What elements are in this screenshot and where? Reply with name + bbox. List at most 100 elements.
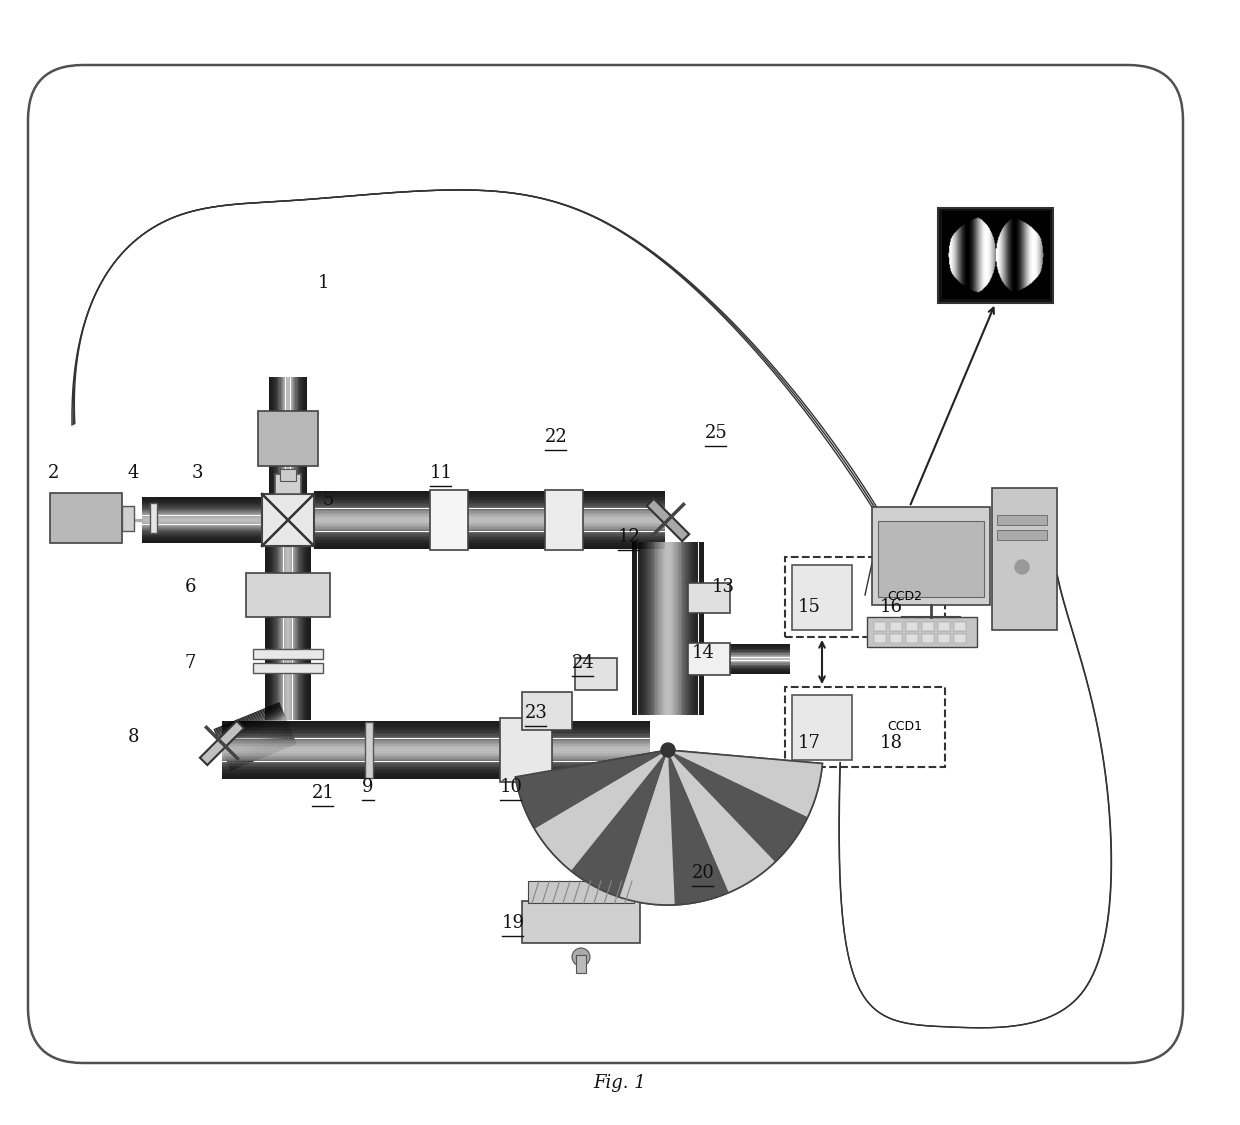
FancyBboxPatch shape (688, 644, 730, 675)
FancyBboxPatch shape (275, 474, 301, 494)
Polygon shape (223, 726, 289, 753)
Polygon shape (219, 717, 286, 745)
Text: 9: 9 (362, 778, 373, 796)
Polygon shape (223, 726, 290, 754)
Text: 17: 17 (799, 734, 821, 752)
Text: 25: 25 (706, 424, 728, 442)
Text: 18: 18 (880, 734, 903, 752)
Polygon shape (668, 750, 729, 904)
Circle shape (572, 948, 590, 966)
FancyBboxPatch shape (874, 634, 887, 643)
FancyBboxPatch shape (992, 488, 1056, 630)
Text: CCD2: CCD2 (888, 591, 923, 603)
Polygon shape (221, 719, 286, 747)
FancyBboxPatch shape (246, 573, 330, 616)
Polygon shape (647, 498, 689, 541)
FancyBboxPatch shape (890, 622, 901, 631)
Polygon shape (534, 750, 668, 871)
FancyBboxPatch shape (867, 616, 977, 647)
FancyBboxPatch shape (906, 634, 918, 643)
FancyBboxPatch shape (997, 530, 1047, 540)
FancyBboxPatch shape (792, 695, 852, 760)
Polygon shape (216, 706, 281, 735)
Circle shape (1016, 560, 1029, 574)
Polygon shape (224, 730, 291, 758)
FancyBboxPatch shape (937, 208, 1053, 303)
Text: 21: 21 (312, 784, 335, 802)
Text: 6: 6 (185, 578, 196, 596)
Polygon shape (215, 704, 280, 732)
FancyBboxPatch shape (878, 521, 985, 597)
Polygon shape (218, 713, 284, 741)
FancyBboxPatch shape (688, 583, 730, 613)
FancyBboxPatch shape (522, 901, 640, 943)
Polygon shape (229, 740, 295, 768)
FancyBboxPatch shape (365, 722, 373, 778)
FancyBboxPatch shape (546, 490, 583, 550)
Polygon shape (227, 736, 294, 764)
Text: 3: 3 (192, 464, 203, 482)
Polygon shape (224, 729, 291, 757)
Text: 2: 2 (48, 464, 60, 482)
FancyBboxPatch shape (262, 494, 314, 546)
Polygon shape (516, 750, 668, 829)
FancyBboxPatch shape (954, 622, 966, 631)
Polygon shape (218, 714, 285, 742)
Polygon shape (218, 712, 284, 740)
FancyBboxPatch shape (923, 634, 934, 643)
Polygon shape (221, 720, 288, 748)
Polygon shape (222, 724, 289, 753)
FancyBboxPatch shape (792, 565, 852, 630)
FancyBboxPatch shape (430, 490, 467, 550)
Polygon shape (227, 735, 293, 763)
Polygon shape (668, 750, 807, 862)
FancyBboxPatch shape (50, 493, 122, 543)
Text: 14: 14 (692, 644, 715, 662)
FancyBboxPatch shape (923, 622, 934, 631)
Polygon shape (213, 702, 280, 730)
Text: 24: 24 (572, 654, 595, 672)
Text: 8: 8 (128, 728, 139, 746)
Text: 1: 1 (317, 274, 330, 292)
Text: 4: 4 (128, 464, 139, 482)
FancyBboxPatch shape (937, 634, 950, 643)
FancyBboxPatch shape (528, 881, 634, 903)
Text: 19: 19 (502, 914, 525, 932)
FancyBboxPatch shape (253, 663, 322, 673)
Text: 16: 16 (880, 598, 903, 616)
Polygon shape (668, 750, 775, 892)
FancyBboxPatch shape (500, 718, 552, 782)
FancyBboxPatch shape (253, 649, 322, 659)
Text: 15: 15 (799, 598, 821, 616)
Polygon shape (228, 738, 294, 766)
Polygon shape (229, 741, 296, 770)
Polygon shape (217, 711, 284, 739)
FancyBboxPatch shape (874, 622, 887, 631)
Polygon shape (228, 739, 295, 767)
FancyBboxPatch shape (890, 634, 901, 643)
Text: 5: 5 (322, 490, 334, 508)
Polygon shape (215, 705, 281, 734)
Polygon shape (221, 721, 288, 749)
Polygon shape (219, 718, 286, 746)
Text: 11: 11 (430, 464, 453, 482)
FancyBboxPatch shape (577, 955, 587, 973)
Text: 10: 10 (500, 778, 523, 796)
FancyBboxPatch shape (906, 622, 918, 631)
Polygon shape (216, 709, 283, 737)
FancyBboxPatch shape (997, 515, 1047, 525)
Polygon shape (217, 710, 283, 738)
FancyBboxPatch shape (954, 634, 966, 643)
Text: 22: 22 (546, 428, 568, 446)
Polygon shape (226, 732, 293, 760)
Polygon shape (223, 727, 290, 755)
Polygon shape (620, 750, 675, 904)
Polygon shape (217, 711, 283, 738)
Text: 12: 12 (618, 528, 641, 546)
FancyBboxPatch shape (575, 658, 618, 690)
Polygon shape (222, 723, 289, 752)
FancyBboxPatch shape (937, 622, 950, 631)
Polygon shape (213, 703, 280, 731)
Polygon shape (570, 750, 668, 898)
Text: 13: 13 (712, 578, 735, 596)
